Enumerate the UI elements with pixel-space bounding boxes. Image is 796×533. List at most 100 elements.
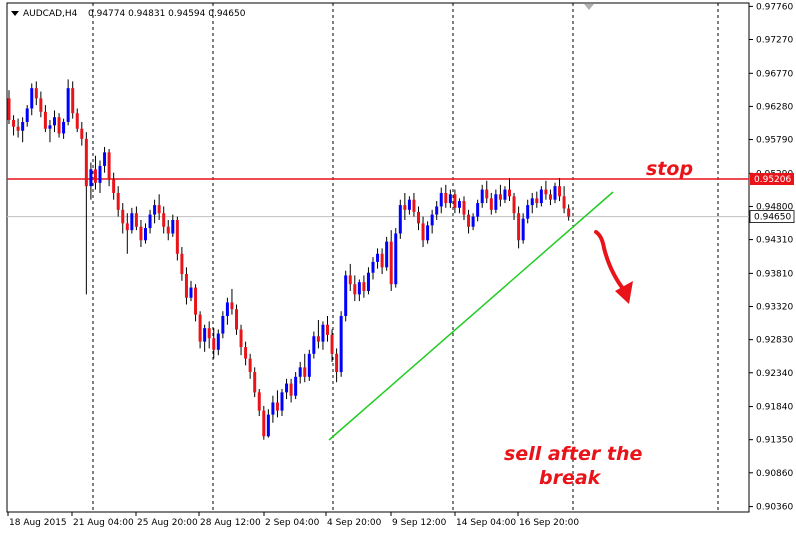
x-tick-label: 28 Aug 12:00 [200,518,261,528]
candle [34,81,38,106]
candle-body-bear [380,253,384,268]
candle [394,228,398,288]
candle [376,248,380,269]
sell-label-line-2: break [539,467,602,489]
price-axis[interactable]: 0.97760 0.97270 0.96770 0.96280 0.95790 0.952… [749,2,795,513]
candle-body-bull [144,228,147,241]
y-tick-label: 0.90860 [756,469,793,479]
candle [435,201,439,220]
current-price-tag-border [749,210,795,224]
candle [198,311,202,349]
candle [171,214,175,237]
candle-body-bull [339,315,343,373]
candle-body-bull [266,414,270,437]
candle-body-bear [198,314,202,342]
candle-body-bull [385,241,389,268]
x-tick-label: 2 Sep 04:00 [265,518,320,528]
candle-body-bear [112,179,116,193]
candle [235,304,238,335]
candle [253,367,257,398]
candle-body-bear [517,213,521,241]
candle [316,320,320,349]
candle-body-bear [444,192,448,204]
candle [84,132,88,295]
candle [212,328,216,359]
candle-body-bull [225,302,229,316]
candle-body-bear [489,198,493,210]
candle [362,275,366,298]
x-tick-label: 21 Aug 04:00 [73,518,134,528]
candle-body-bull [494,194,498,210]
candle [166,219,170,241]
dropdown-triangle-icon[interactable] [11,11,19,16]
candle [398,199,402,239]
candle-body-bear [71,88,75,114]
candle-body-bear [389,241,393,285]
candle [125,213,129,254]
candle [321,321,325,350]
candle-body-bull [203,328,207,342]
chart-shift-marker-icon[interactable] [584,4,594,10]
y-tick-label: 0.94310 [756,236,793,246]
current-price-tag-box [750,210,794,223]
candle-body-bear [207,328,211,339]
candle [498,184,502,207]
candle [544,180,548,200]
candle-body-bull [307,353,311,377]
candle [530,192,534,214]
candle-body-bull [21,121,25,131]
stop-price-tag-text: 0.95206 [754,175,791,185]
candle-body-bear [57,117,61,134]
candle [221,311,225,339]
candle-body-bull [53,117,56,126]
x-tick-label: 14 Sep 04:00 [456,518,516,528]
y-tick-label: 0.97270 [756,36,793,46]
candle [380,248,384,275]
candle-body-bear [412,199,416,212]
candle-body-bull [448,194,452,204]
candle-body-bull [553,186,557,200]
candle-body-bear [16,126,20,131]
candle [244,341,248,366]
candle [7,90,11,124]
candle-body-bear [544,189,548,195]
candle [412,192,416,217]
candle [62,118,66,139]
candle [71,81,75,119]
candle [307,349,311,381]
x-tick-label: 9 Sep 12:00 [392,518,447,528]
candle [225,297,229,325]
candle-body-bull [294,376,298,396]
candle [489,192,493,215]
candle [508,178,511,202]
candle [417,206,420,231]
x-tick-label: 16 Sep 20:00 [519,518,579,528]
candle [139,219,143,248]
y-tick-label: 0.92340 [756,369,793,379]
candle [89,162,93,200]
candle-body-bear [166,226,170,234]
candle [344,270,348,322]
y-tick-label: 0.91840 [756,403,793,413]
candle [130,207,134,234]
candle-body-bear [125,223,129,231]
candle-body-bear [508,189,511,197]
candle [103,146,107,173]
candle [407,196,411,215]
candle-body-bull [357,282,361,295]
candle-body-bear [80,128,84,139]
candle [271,395,275,423]
candle [444,184,448,208]
candle [389,230,393,291]
time-axis[interactable]: 18 Aug 2015 21 Aug 04:00 25 Aug 20:00 28 Au… [7,512,579,528]
current-price-tag: 0.94650 [750,210,794,223]
candle [98,160,102,193]
candle [567,204,571,221]
candle [93,155,97,190]
candle [230,288,234,315]
candle [153,199,157,224]
uptrend-line[interactable] [328,191,614,441]
candle [553,182,557,204]
